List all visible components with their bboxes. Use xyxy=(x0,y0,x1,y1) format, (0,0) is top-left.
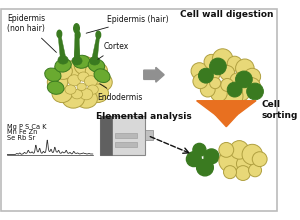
Circle shape xyxy=(220,66,235,80)
FancyBboxPatch shape xyxy=(100,116,145,154)
Polygon shape xyxy=(92,35,100,59)
FancyArrow shape xyxy=(144,67,164,82)
Ellipse shape xyxy=(73,55,90,68)
Circle shape xyxy=(186,152,201,167)
Text: Endodermis: Endodermis xyxy=(98,84,143,101)
Circle shape xyxy=(252,152,267,167)
Polygon shape xyxy=(196,101,256,115)
Ellipse shape xyxy=(57,30,62,38)
Ellipse shape xyxy=(52,84,72,103)
Circle shape xyxy=(191,63,208,79)
Circle shape xyxy=(242,77,261,96)
Circle shape xyxy=(211,85,227,102)
Ellipse shape xyxy=(65,85,76,94)
Ellipse shape xyxy=(74,24,79,33)
Ellipse shape xyxy=(68,75,81,86)
Ellipse shape xyxy=(96,31,100,38)
Text: Cell wall digestion: Cell wall digestion xyxy=(179,10,273,19)
Circle shape xyxy=(236,156,253,172)
Circle shape xyxy=(210,77,221,89)
Ellipse shape xyxy=(94,69,110,82)
Ellipse shape xyxy=(86,84,109,103)
Circle shape xyxy=(227,56,242,71)
Circle shape xyxy=(221,79,234,92)
Circle shape xyxy=(242,144,262,165)
Ellipse shape xyxy=(78,72,89,81)
Ellipse shape xyxy=(58,61,82,81)
Ellipse shape xyxy=(88,59,105,72)
Circle shape xyxy=(236,59,254,77)
Circle shape xyxy=(219,150,241,172)
Circle shape xyxy=(193,74,208,89)
Circle shape xyxy=(224,166,236,179)
Circle shape xyxy=(219,84,243,108)
Circle shape xyxy=(193,143,206,156)
Text: Mn Fe Zn: Mn Fe Zn xyxy=(8,130,38,136)
Ellipse shape xyxy=(74,56,94,75)
Polygon shape xyxy=(74,31,80,58)
FancyBboxPatch shape xyxy=(115,133,137,138)
Ellipse shape xyxy=(62,90,84,108)
Circle shape xyxy=(247,83,263,100)
Circle shape xyxy=(230,73,245,88)
Text: Elemental analysis: Elemental analysis xyxy=(96,112,192,121)
FancyBboxPatch shape xyxy=(115,143,137,147)
Text: Cortex: Cortex xyxy=(98,42,129,59)
Ellipse shape xyxy=(87,85,98,94)
Circle shape xyxy=(244,68,261,85)
Ellipse shape xyxy=(80,89,93,100)
Text: Epidermis
(non hair): Epidermis (non hair) xyxy=(8,14,56,52)
FancyBboxPatch shape xyxy=(145,130,153,140)
Ellipse shape xyxy=(92,73,112,92)
Polygon shape xyxy=(215,115,237,127)
Text: Epidermis (hair): Epidermis (hair) xyxy=(86,15,168,33)
Circle shape xyxy=(204,54,219,69)
Ellipse shape xyxy=(77,83,86,90)
Ellipse shape xyxy=(84,76,98,87)
Ellipse shape xyxy=(58,56,68,64)
Circle shape xyxy=(200,82,215,97)
Ellipse shape xyxy=(89,57,100,65)
Circle shape xyxy=(236,166,250,180)
Text: Cell
sorting: Cell sorting xyxy=(262,100,298,120)
Ellipse shape xyxy=(71,90,82,99)
Ellipse shape xyxy=(47,73,68,92)
Circle shape xyxy=(249,164,262,177)
Circle shape xyxy=(212,49,233,69)
Ellipse shape xyxy=(45,68,61,81)
Ellipse shape xyxy=(75,31,80,38)
Ellipse shape xyxy=(85,62,108,80)
Ellipse shape xyxy=(72,57,82,65)
Circle shape xyxy=(227,82,242,97)
Circle shape xyxy=(204,149,219,164)
Polygon shape xyxy=(58,34,66,58)
Circle shape xyxy=(207,68,220,81)
Circle shape xyxy=(196,159,213,176)
Circle shape xyxy=(230,141,249,159)
Ellipse shape xyxy=(75,90,98,108)
Text: Se Rb Sr: Se Rb Sr xyxy=(8,135,36,141)
FancyBboxPatch shape xyxy=(100,116,112,154)
Ellipse shape xyxy=(54,63,72,79)
Circle shape xyxy=(219,143,234,157)
Circle shape xyxy=(236,71,252,88)
Circle shape xyxy=(235,86,250,101)
Ellipse shape xyxy=(55,59,71,72)
Circle shape xyxy=(210,58,226,75)
Polygon shape xyxy=(74,35,80,59)
Ellipse shape xyxy=(47,81,64,94)
FancyBboxPatch shape xyxy=(1,9,277,211)
Circle shape xyxy=(199,68,213,83)
Text: Mg P S Ca K: Mg P S Ca K xyxy=(8,124,47,130)
